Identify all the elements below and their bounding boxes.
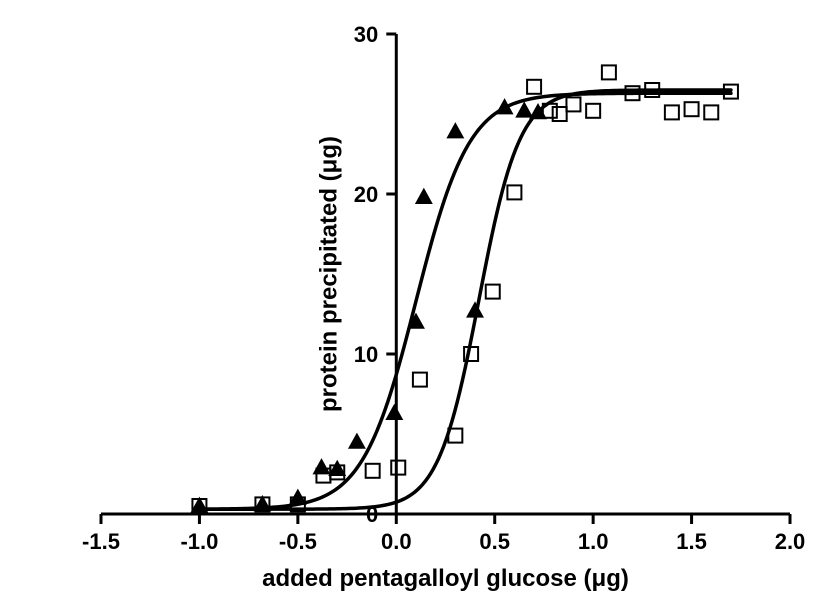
marker-triangle [329, 461, 345, 476]
labels: added pentagalloyl glucose (μg) protein p… [262, 136, 629, 592]
x-tick-label: 2.0 [775, 529, 806, 554]
curve-left [199, 93, 731, 509]
marker-square [704, 105, 718, 119]
y-axis-title: protein precipitated (μg) [315, 136, 342, 412]
marker-square [685, 102, 699, 116]
dose-response-chart: -1.5-1.0-0.50.00.51.01.52.00102030 added… [0, 0, 815, 614]
x-tick-label: -1.0 [180, 529, 218, 554]
x-tick-label: 1.5 [676, 529, 707, 554]
y-tick-label: 10 [354, 342, 378, 367]
marker-triangle [416, 189, 432, 204]
marker-square [507, 185, 521, 199]
curves [199, 90, 731, 509]
marker-square [391, 461, 405, 475]
x-tick-label: 0.5 [479, 529, 510, 554]
x-axis-title: added pentagalloyl glucose (μg) [262, 565, 629, 592]
points [191, 65, 738, 513]
marker-square [586, 104, 600, 118]
x-tick-label: 0.0 [381, 529, 412, 554]
y-tick-label: 20 [354, 182, 378, 207]
marker-square [553, 107, 567, 121]
chart-container: -1.5-1.0-0.50.00.51.01.52.00102030 added… [0, 0, 815, 614]
marker-triangle [447, 123, 463, 138]
marker-square [366, 464, 380, 478]
x-tick-label: -0.5 [279, 529, 317, 554]
marker-triangle [386, 405, 402, 420]
x-tick-label: 1.0 [578, 529, 609, 554]
marker-square [527, 80, 541, 94]
marker-triangle [516, 102, 532, 117]
x-tick-label: -1.5 [82, 529, 120, 554]
marker-square [665, 105, 679, 119]
marker-triangle [467, 302, 483, 317]
marker-square [602, 65, 616, 79]
marker-triangle [349, 434, 365, 449]
marker-square [413, 373, 427, 387]
y-tick-label: 30 [354, 22, 378, 47]
marker-square [486, 285, 500, 299]
marker-square [566, 97, 580, 111]
